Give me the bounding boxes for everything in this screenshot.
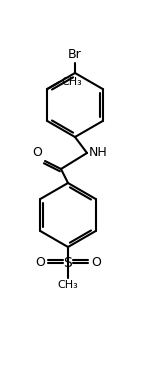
Text: CH₃: CH₃ bbox=[58, 280, 78, 290]
Text: Br: Br bbox=[68, 48, 82, 61]
Text: S: S bbox=[64, 256, 72, 270]
Text: CH₃: CH₃ bbox=[61, 77, 82, 87]
Text: O: O bbox=[32, 146, 42, 159]
Text: O: O bbox=[35, 257, 45, 269]
Text: NH: NH bbox=[89, 147, 108, 160]
Text: O: O bbox=[91, 257, 101, 269]
